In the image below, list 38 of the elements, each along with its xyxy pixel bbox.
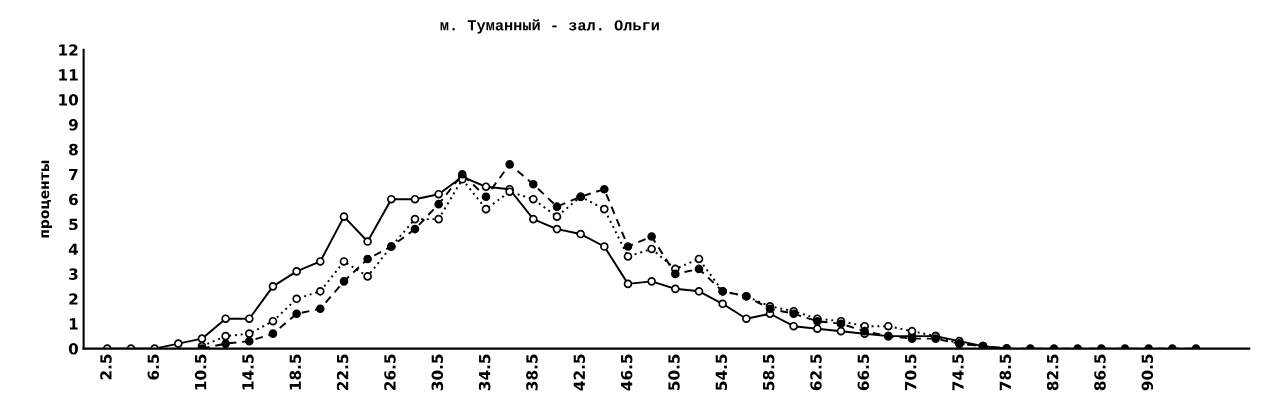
y-tick-label: 4 [68, 243, 79, 255]
y-tick-label: 6 [69, 193, 78, 206]
x-tick-label: 66.5 [857, 354, 870, 391]
x-tick-label: 90.5 [1141, 354, 1154, 391]
x-tick-label: 70.5 [904, 354, 917, 391]
chart-title: м. Туманный - зал. Ольги [440, 19, 659, 34]
x-tick-label: 42.5 [573, 354, 586, 391]
y-tick-label: 9 [68, 118, 78, 131]
y-tick-label: 10 [59, 94, 79, 106]
x-tick-label: 10.5 [194, 354, 207, 390]
y-tick-label: 5 [69, 218, 78, 231]
x-tick-label: 86.5 [1094, 354, 1106, 391]
y-tick-label: 12 [59, 44, 78, 56]
x-tick-label: 58.5 [762, 354, 775, 390]
y-tick-label: 7 [69, 168, 78, 181]
x-tick-label: 50.5 [668, 354, 680, 390]
x-tick-label: 2.5 [100, 354, 112, 380]
x-tick-label: 74.5 [952, 354, 964, 391]
y-tick-label: 3 [69, 268, 78, 280]
x-tick-label: 78.5 [999, 354, 1012, 391]
x-tick-label: 82.5 [1046, 354, 1059, 391]
x-tick-label: 6.5 [147, 354, 160, 380]
x-tick-label: 30.5 [431, 354, 444, 391]
y-tick-label: 11 [59, 69, 78, 81]
x-tick-label: 62.5 [810, 354, 822, 391]
y-tick-label: 1 [69, 318, 78, 330]
x-tick-label: 14.5 [242, 354, 254, 390]
x-tick-label: 54.5 [715, 354, 728, 390]
x-tick-label: 22.5 [336, 354, 349, 390]
x-tick-label: 38.5 [526, 354, 538, 391]
y-tick-label: 2 [69, 293, 78, 305]
y-tick-label: 8 [69, 143, 78, 156]
x-tick-label: 18.5 [289, 354, 302, 390]
x-tick-label: 26.5 [384, 354, 396, 390]
x-tick-label: 34.5 [478, 354, 491, 391]
x-tick-label: 46.5 [620, 354, 633, 391]
y-axis-title: проценты [41, 160, 52, 238]
y-tick-label: 0 [68, 343, 79, 355]
